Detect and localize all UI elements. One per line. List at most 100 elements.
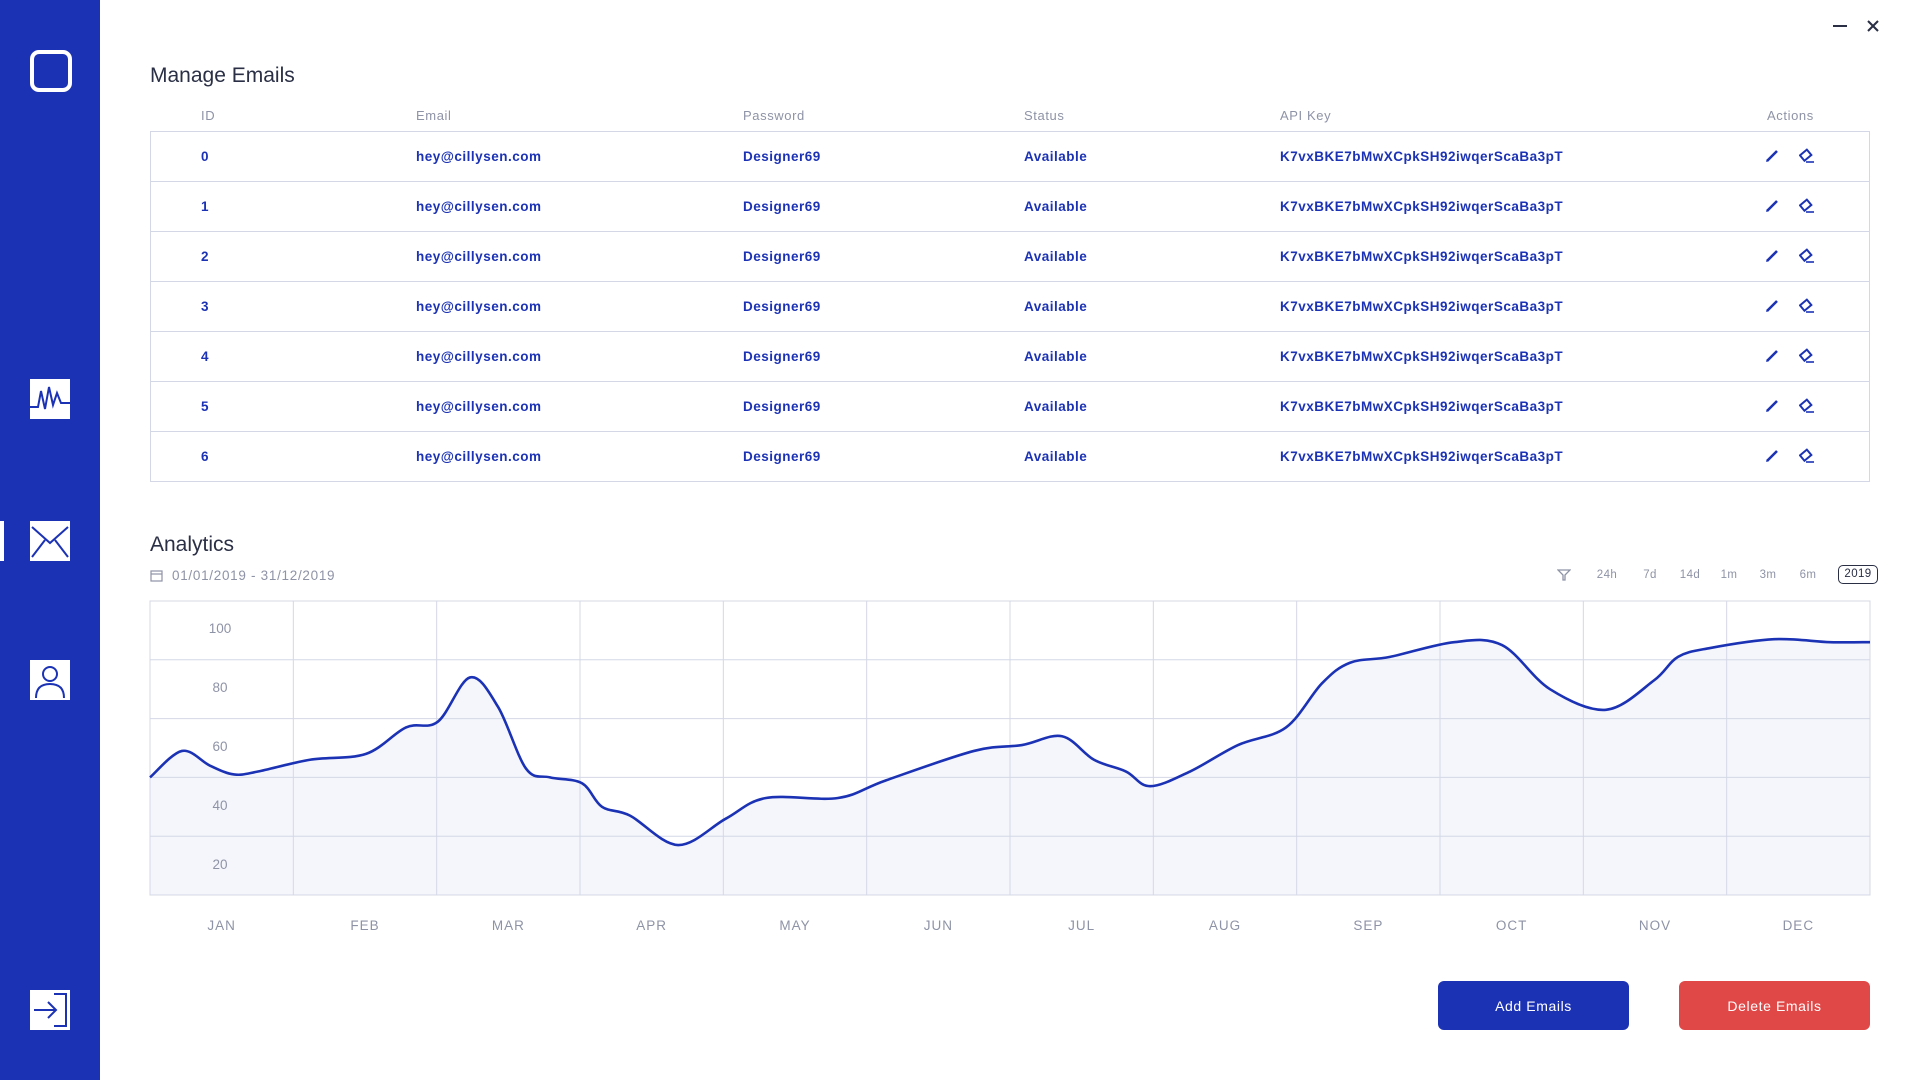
y-tick-label: 80: [212, 680, 228, 696]
edit-icon[interactable]: [1764, 448, 1780, 464]
table-row[interactable]: 4 hey@cillysen.com Designer69 Available …: [150, 331, 1870, 382]
edit-icon[interactable]: [1764, 248, 1780, 264]
row-email: hey@cillysen.com: [416, 299, 542, 314]
row-email: hey@cillysen.com: [416, 149, 542, 164]
range-24h[interactable]: 24h: [1596, 569, 1618, 581]
erase-icon[interactable]: [1799, 248, 1815, 264]
row-id: 4: [201, 349, 210, 364]
logout-icon[interactable]: [30, 990, 70, 1030]
erase-icon[interactable]: [1799, 448, 1815, 464]
plot-frame: [149, 600, 1871, 896]
row-status: Available: [1024, 199, 1088, 214]
calendar-icon: [150, 569, 163, 582]
col-email: Email: [416, 108, 452, 123]
row-password: Designer69: [743, 249, 821, 264]
y-tick-label: 20: [212, 856, 228, 872]
table-row[interactable]: 2 hey@cillysen.com Designer69 Available …: [150, 231, 1870, 282]
edit-icon[interactable]: [1764, 148, 1780, 164]
x-tick-label: MAY: [779, 918, 811, 933]
row-id: 5: [201, 399, 210, 414]
row-api-key: K7vxBKE7bMwXCpkSH92iwqerScaBa3pT: [1280, 199, 1564, 214]
row-password: Designer69: [743, 449, 821, 464]
row-api-key: K7vxBKE7bMwXCpkSH92iwqerScaBa3pT: [1280, 299, 1564, 314]
edit-icon[interactable]: [1764, 198, 1780, 214]
edit-icon[interactable]: [1764, 398, 1780, 414]
row-email: hey@cillysen.com: [416, 199, 542, 214]
date-range[interactable]: 01/01/2019 - 31/12/2019: [150, 567, 335, 583]
x-tick-label: JUL: [1068, 918, 1096, 933]
x-tick-label: OCT: [1495, 918, 1528, 933]
erase-icon[interactable]: [1799, 148, 1815, 164]
erase-icon[interactable]: [1799, 298, 1815, 314]
row-api-key: K7vxBKE7bMwXCpkSH92iwqerScaBa3pT: [1280, 149, 1564, 164]
row-password: Designer69: [743, 199, 821, 214]
erase-icon[interactable]: [1799, 348, 1815, 364]
table-row[interactable]: 0 hey@cillysen.com Designer69 Available …: [150, 131, 1870, 182]
row-email: hey@cillysen.com: [416, 249, 542, 264]
x-tick-label: APR: [636, 918, 668, 933]
table-row[interactable]: 5 hey@cillysen.com Designer69 Available …: [150, 381, 1870, 432]
row-api-key: K7vxBKE7bMwXCpkSH92iwqerScaBa3pT: [1280, 399, 1564, 414]
col-api-key: API Key: [1280, 108, 1332, 123]
x-tick-label: NOV: [1638, 918, 1672, 933]
row-email: hey@cillysen.com: [416, 349, 542, 364]
col-id: ID: [201, 108, 216, 123]
range-3m[interactable]: 3m: [1759, 569, 1777, 581]
row-status: Available: [1024, 349, 1088, 364]
row-password: Designer69: [743, 299, 821, 314]
edit-icon[interactable]: [1764, 298, 1780, 314]
col-status: Status: [1024, 108, 1065, 123]
range-2019[interactable]: 2019: [1838, 565, 1878, 584]
table-row[interactable]: 6 hey@cillysen.com Designer69 Available …: [150, 431, 1870, 482]
x-tick-label: DEC: [1782, 918, 1815, 933]
x-tick-label: MAR: [491, 918, 525, 933]
edit-icon[interactable]: [1764, 348, 1780, 364]
mail-icon[interactable]: [30, 521, 70, 561]
y-tick-label: 60: [212, 739, 228, 754]
col-actions: Actions: [1767, 108, 1814, 123]
range-6m[interactable]: 6m: [1799, 569, 1817, 581]
table-row[interactable]: 1 hey@cillysen.com Designer69 Available …: [150, 181, 1870, 232]
x-tick-label: JUN: [923, 918, 953, 933]
row-id: 3: [201, 299, 210, 314]
row-id: 0: [201, 149, 210, 164]
row-api-key: K7vxBKE7bMwXCpkSH92iwqerScaBa3pT: [1280, 349, 1564, 364]
close-icon[interactable]: [1863, 16, 1883, 36]
x-tick-label: SEP: [1353, 918, 1384, 933]
filter-icon[interactable]: [1557, 568, 1571, 582]
active-nav-marker: [0, 521, 4, 561]
row-email: hey@cillysen.com: [416, 399, 542, 414]
row-status: Available: [1024, 249, 1088, 264]
logo-icon[interactable]: [30, 50, 72, 92]
row-status: Available: [1024, 399, 1088, 414]
row-status: Available: [1024, 149, 1088, 164]
x-tick-label: FEB: [350, 918, 380, 933]
minimize-icon[interactable]: [1830, 16, 1850, 36]
delete-emails-button[interactable]: Delete Emails: [1679, 981, 1870, 1030]
row-api-key: K7vxBKE7bMwXCpkSH92iwqerScaBa3pT: [1280, 249, 1564, 264]
erase-icon[interactable]: [1799, 198, 1815, 214]
row-password: Designer69: [743, 399, 821, 414]
sidebar: [0, 0, 100, 1080]
table-row[interactable]: 3 hey@cillysen.com Designer69 Available …: [150, 281, 1870, 332]
range-1m[interactable]: 1m: [1720, 569, 1738, 581]
manage-emails-title: Manage Emails: [150, 64, 295, 87]
row-password: Designer69: [743, 349, 821, 364]
range-14d[interactable]: 14d: [1679, 569, 1701, 581]
row-api-key: K7vxBKE7bMwXCpkSH92iwqerScaBa3pT: [1280, 449, 1564, 464]
erase-icon[interactable]: [1799, 398, 1815, 414]
activity-icon[interactable]: [30, 379, 70, 419]
series-area: [150, 639, 1870, 895]
add-emails-button[interactable]: Add Emails: [1438, 981, 1629, 1030]
y-tick-label: 100: [208, 621, 232, 637]
date-range-text: 01/01/2019 - 31/12/2019: [172, 567, 336, 583]
row-email: hey@cillysen.com: [416, 449, 542, 464]
user-icon[interactable]: [30, 660, 70, 700]
row-status: Available: [1024, 299, 1088, 314]
row-id: 2: [201, 249, 210, 264]
row-password: Designer69: [743, 149, 821, 164]
range-7d[interactable]: 7d: [1643, 569, 1657, 581]
table-header: ID Email Password Status API Key Actions: [150, 108, 1870, 126]
series-line: [149, 637, 1871, 847]
y-tick-label: 40: [212, 797, 228, 813]
